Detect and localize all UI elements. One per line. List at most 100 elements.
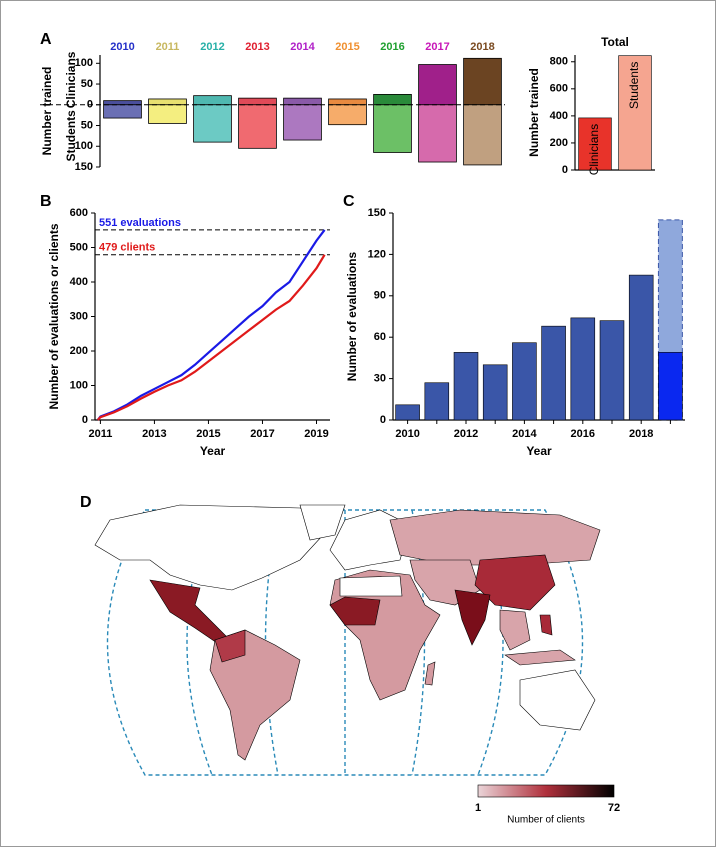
colorbar xyxy=(477,784,615,798)
bar xyxy=(328,104,367,126)
series-label: Clinicians xyxy=(64,51,78,108)
bar xyxy=(463,104,502,166)
y-tick-label: 100 xyxy=(75,57,93,69)
y-tick-label: 150 xyxy=(368,207,386,219)
y-tick-label: 600 xyxy=(70,207,88,219)
annotation: 479 clients xyxy=(99,242,155,254)
bar xyxy=(628,274,654,421)
panel-label: B xyxy=(40,193,52,210)
series-label: Students xyxy=(64,110,78,162)
y-axis-label: Number trained xyxy=(527,68,541,157)
y-tick-label: 800 xyxy=(550,56,568,68)
bar xyxy=(418,104,457,163)
bar xyxy=(418,64,457,106)
y-tick-label: 600 xyxy=(550,83,568,95)
y-tick-label: 0 xyxy=(380,414,386,426)
bar xyxy=(453,352,479,421)
colombia xyxy=(214,629,246,663)
bar xyxy=(618,55,652,171)
y-tick-label: 200 xyxy=(70,345,88,357)
y-axis-label: Number of evaluations xyxy=(345,251,359,381)
line xyxy=(96,254,326,421)
x-tick-label: 2019 xyxy=(304,428,328,440)
bar xyxy=(373,94,412,106)
colorbar-max: 72 xyxy=(608,802,620,814)
y-tick-label: 400 xyxy=(550,110,568,122)
china xyxy=(474,554,556,611)
colorbar-label: Number of clients xyxy=(507,815,585,826)
bar xyxy=(512,342,537,421)
year-label: 2017 xyxy=(425,41,449,53)
india xyxy=(454,589,491,646)
russia xyxy=(389,509,601,566)
y-tick-label: 150 xyxy=(75,161,93,173)
y-tick-label: 100 xyxy=(70,379,88,391)
y-tick-label: 0 xyxy=(82,414,88,426)
x-tick-label: 2015 xyxy=(196,428,220,440)
bar xyxy=(658,352,683,421)
y-axis-label: Number trained xyxy=(40,67,54,156)
bar-label: Students xyxy=(627,62,641,109)
x-axis-label: Year xyxy=(200,444,226,458)
bar xyxy=(463,57,502,106)
line xyxy=(96,229,326,421)
annotation: 551 evaluations xyxy=(99,217,181,229)
year-label: 2012 xyxy=(200,41,224,53)
bar xyxy=(373,104,412,153)
panel-label: C xyxy=(343,193,355,210)
greenland xyxy=(299,504,346,541)
year-label: 2014 xyxy=(290,41,315,53)
x-tick-label: 2010 xyxy=(395,428,419,440)
bar xyxy=(599,320,625,421)
x-tick-label: 2017 xyxy=(250,428,274,440)
y-tick-label: 120 xyxy=(368,248,386,260)
bar xyxy=(578,117,612,171)
y-tick-label: 200 xyxy=(550,137,568,149)
y-tick-label: 500 xyxy=(70,241,88,253)
west-africa xyxy=(329,596,381,626)
panel-label: D xyxy=(80,494,92,511)
year-label: 2010 xyxy=(110,41,134,53)
y-tick-label: 0 xyxy=(562,164,568,176)
bar xyxy=(283,104,322,141)
colorbar-min: 1 xyxy=(475,802,481,814)
bar xyxy=(283,97,322,106)
southeast-asia xyxy=(499,609,531,651)
year-label: 2018 xyxy=(470,41,494,53)
y-tick-label: 30 xyxy=(374,373,386,385)
x-tick-label: 2012 xyxy=(454,428,478,440)
australia xyxy=(519,669,596,731)
year-label: 2013 xyxy=(245,41,269,53)
chart-title: Total xyxy=(601,35,629,49)
indonesia xyxy=(504,649,576,666)
x-tick-label: 2018 xyxy=(629,428,653,440)
bar xyxy=(103,104,142,119)
bar xyxy=(482,364,508,421)
x-axis-label: Year xyxy=(526,444,552,458)
y-tick-label: 90 xyxy=(374,290,386,302)
x-tick-label: 2011 xyxy=(88,428,112,440)
y-tick-label: 400 xyxy=(70,276,88,288)
south-america xyxy=(209,629,301,761)
bar xyxy=(103,100,142,106)
x-tick-label: 2016 xyxy=(571,428,595,440)
bar xyxy=(395,404,420,421)
year-label: 2011 xyxy=(156,41,180,53)
year-label: 2016 xyxy=(380,41,404,53)
y-tick-label: 50 xyxy=(81,119,93,131)
north-africa xyxy=(339,575,403,597)
y-axis-label: Number of evaluations or clients xyxy=(47,223,61,409)
bar xyxy=(148,104,187,124)
north-america xyxy=(94,504,336,591)
philippines xyxy=(539,614,553,636)
bar xyxy=(238,104,277,149)
bar xyxy=(148,98,187,106)
x-tick-label: 2014 xyxy=(512,428,537,440)
y-tick-label: 50 xyxy=(81,78,93,90)
bar xyxy=(541,325,566,421)
y-tick-label: 300 xyxy=(70,310,88,322)
year-label: 2015 xyxy=(335,41,359,53)
bar xyxy=(238,97,277,106)
bar xyxy=(570,317,596,421)
